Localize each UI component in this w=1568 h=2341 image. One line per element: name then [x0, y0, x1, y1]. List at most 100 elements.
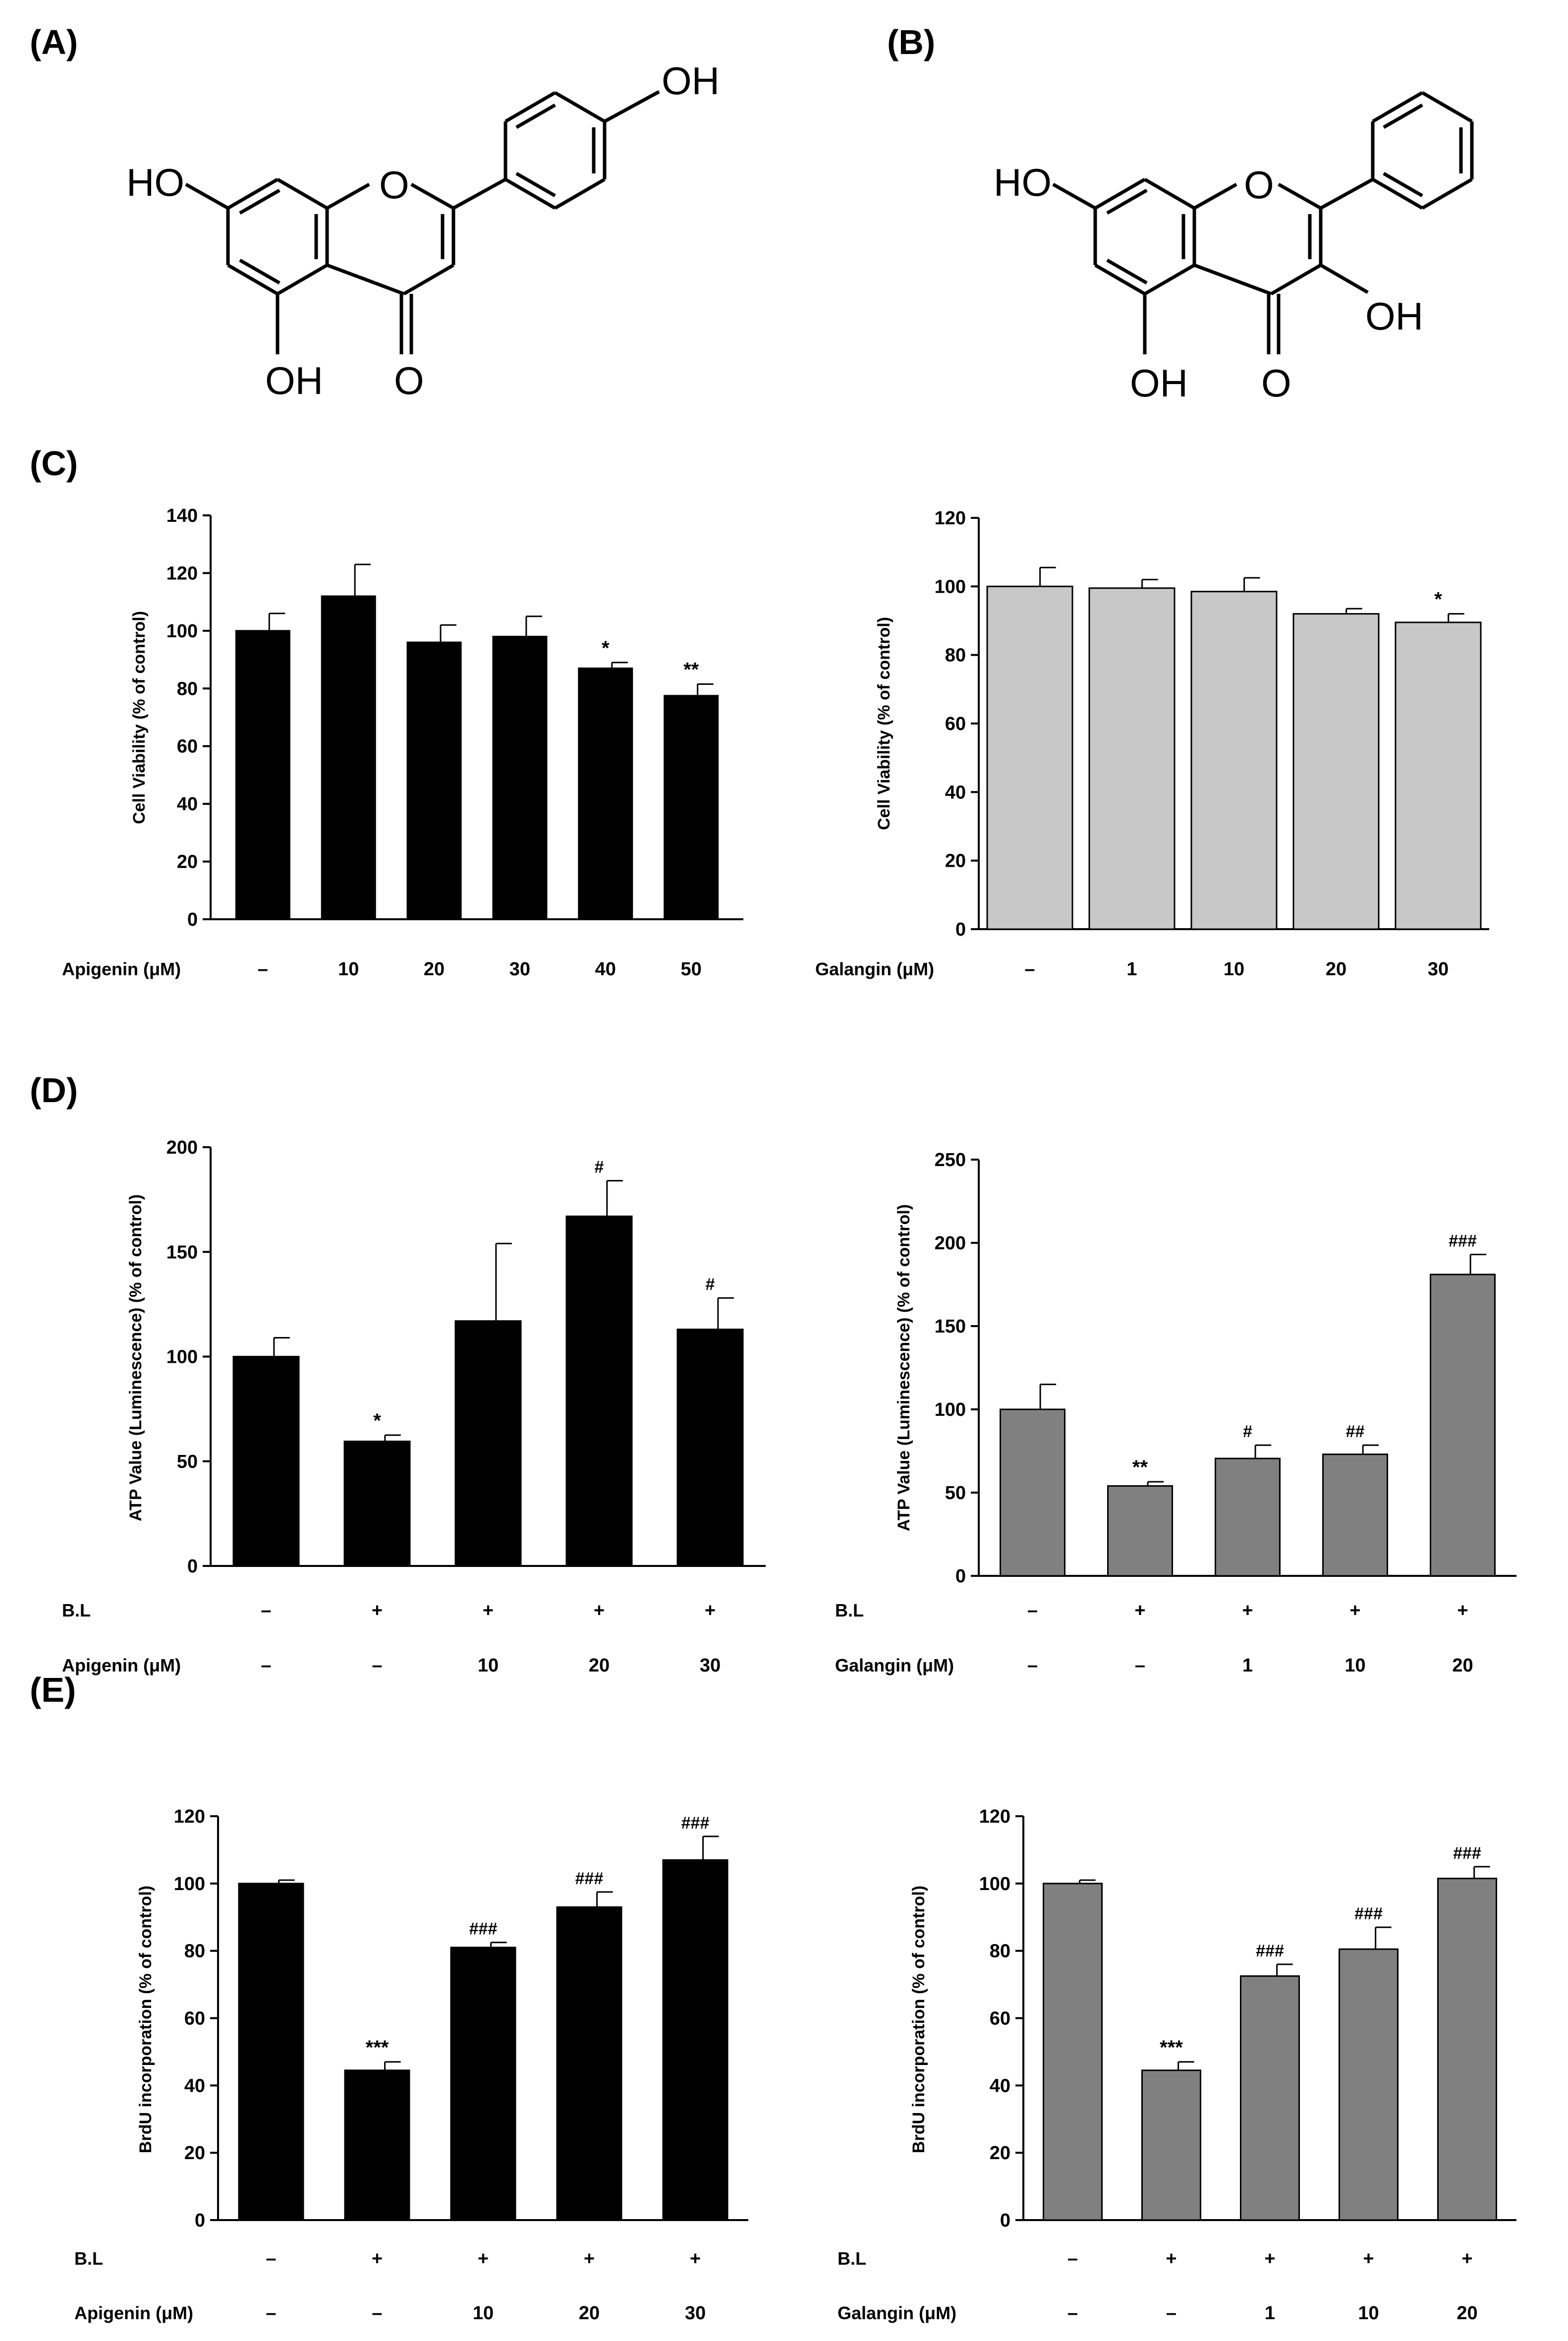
galangin-oh-right-label: OH: [1365, 294, 1423, 338]
chart-e-left: 0 20 40 60 80 100 120 BrdU incorporation (% of …: [74, 1806, 748, 2324]
bar: [1000, 1408, 1065, 1577]
bar: [1043, 1883, 1103, 2221]
condition-value: –: [372, 2303, 382, 2324]
condition-value: 20: [1326, 959, 1346, 980]
bar: [1322, 1453, 1388, 1577]
condition-value: 50: [681, 959, 702, 980]
condition-value: 20: [1456, 2303, 1477, 2324]
y-tick-label: 150: [935, 1316, 966, 1337]
y-tick-label: 40: [945, 782, 966, 803]
bar: [492, 636, 548, 920]
condition-value: +: [1134, 1600, 1145, 1621]
significance-marker: *: [1434, 589, 1442, 611]
y-tick-label: 20: [990, 2143, 1010, 2164]
y-tick-label: 0: [1000, 2210, 1010, 2231]
significance-marker: #: [1243, 1422, 1252, 1441]
condition-value: 10: [1344, 1655, 1365, 1676]
bar: [1437, 1878, 1497, 2221]
y-tick-label: 40: [177, 794, 198, 815]
panel-label-e: (E): [30, 1671, 76, 1709]
condition-value: 1: [1126, 959, 1137, 980]
apigenin-oh-top-label: OH: [662, 59, 720, 103]
y-tick-label: 0: [955, 1566, 966, 1587]
y-tick-label: 80: [990, 1941, 1010, 1962]
chart-d-left: 0 50 100 150 200 ATP Value (Luminescence) (% …: [62, 1137, 766, 1676]
panel-label-c: (C): [30, 444, 78, 483]
y-tick-label: 150: [167, 1242, 198, 1263]
bar: [454, 1320, 522, 1567]
y-tick-label: 60: [945, 714, 966, 734]
y-tick-label: 100: [167, 621, 198, 642]
condition-value: +: [1461, 2248, 1472, 2269]
condition-value: +: [1363, 2248, 1374, 2269]
condition-value: +: [705, 1600, 716, 1621]
condition-value: +: [1166, 2248, 1176, 2269]
condition-value: –: [1135, 1655, 1145, 1676]
y-tick-label: 0: [195, 2210, 205, 2231]
y-tick-label: 80: [184, 1941, 205, 1962]
significance-marker: ###: [1256, 1942, 1284, 1960]
condition-label: B.L: [838, 2248, 866, 2269]
y-tick-label: 60: [184, 2008, 205, 2029]
y-tick-label: 20: [945, 851, 966, 872]
y-tick-label: 100: [979, 1874, 1010, 1895]
bar: [1107, 1485, 1173, 1577]
bar: [235, 630, 290, 920]
condition-value: +: [1457, 1600, 1468, 1621]
y-tick-label: 120: [935, 508, 966, 529]
condition-value: +: [584, 2248, 595, 2269]
y-tick-label: 250: [935, 1150, 966, 1170]
condition-label: B.L: [62, 1600, 91, 1620]
chart-c-left: 0 20 40 60 80 100 120 140 Cell Viability (% of c…: [62, 505, 743, 980]
bar: [1141, 2069, 1201, 2221]
y-tick-label: 50: [177, 1451, 198, 1472]
galangin-ring-o-label: O: [1244, 163, 1274, 207]
condition-value: 30: [509, 959, 530, 980]
bar: [1215, 1457, 1281, 1577]
condition-value: –: [266, 2303, 276, 2324]
y-tick-label: 100: [167, 1347, 198, 1368]
condition-value: –: [1067, 2303, 1078, 2324]
bar: [1190, 591, 1278, 930]
y-axis-label: ATP Value (Luminescence) (% of control): [895, 1204, 913, 1531]
significance-marker: #: [706, 1275, 715, 1294]
y-tick-label: 20: [184, 2143, 205, 2164]
y-tick-label: 120: [174, 1806, 205, 1827]
bar: [321, 595, 376, 920]
y-tick-label: 0: [955, 919, 966, 940]
condition-value: 20: [424, 959, 445, 980]
condition-value: +: [1349, 1600, 1360, 1621]
condition-label: Apigenin (μM): [74, 2303, 193, 2323]
significance-marker: *: [602, 637, 610, 659]
condition-label: Apigenin (μM): [62, 959, 181, 979]
y-tick-label: 0: [187, 909, 198, 930]
condition-value: 1: [1265, 2303, 1275, 2324]
apigenin-ring-o-label: O: [379, 163, 409, 207]
y-axis-label: BrdU incorporation (% of control): [136, 1886, 155, 2153]
significance-marker: **: [683, 659, 699, 681]
bar: [232, 1356, 300, 1567]
significance-marker: ###: [681, 1814, 710, 1833]
condition-value: 10: [1358, 2303, 1379, 2324]
significance-marker: ###: [1354, 1904, 1383, 1923]
condition-value: +: [372, 2248, 383, 2269]
condition-value: 30: [700, 1655, 721, 1676]
y-axis-label: Cell Viability (% of control): [875, 617, 894, 830]
significance-marker: ***: [366, 2037, 389, 2059]
significance-marker: ###: [469, 1920, 498, 1939]
condition-value: –: [1027, 1600, 1038, 1621]
galangin-ho-label: HO: [994, 161, 1052, 204]
condition-value: –: [1166, 2303, 1176, 2324]
significance-marker: *: [373, 1410, 381, 1432]
panel-label-d: (D): [30, 1071, 78, 1110]
bar: [406, 641, 462, 920]
condition-value: +: [372, 1600, 383, 1621]
significance-marker: ###: [1449, 1232, 1477, 1251]
bar: [1240, 1975, 1300, 2221]
panel-label-a: (A): [30, 23, 78, 61]
galangin-oh-bottom-label: OH: [1130, 361, 1188, 405]
y-tick-label: 20: [177, 852, 198, 873]
